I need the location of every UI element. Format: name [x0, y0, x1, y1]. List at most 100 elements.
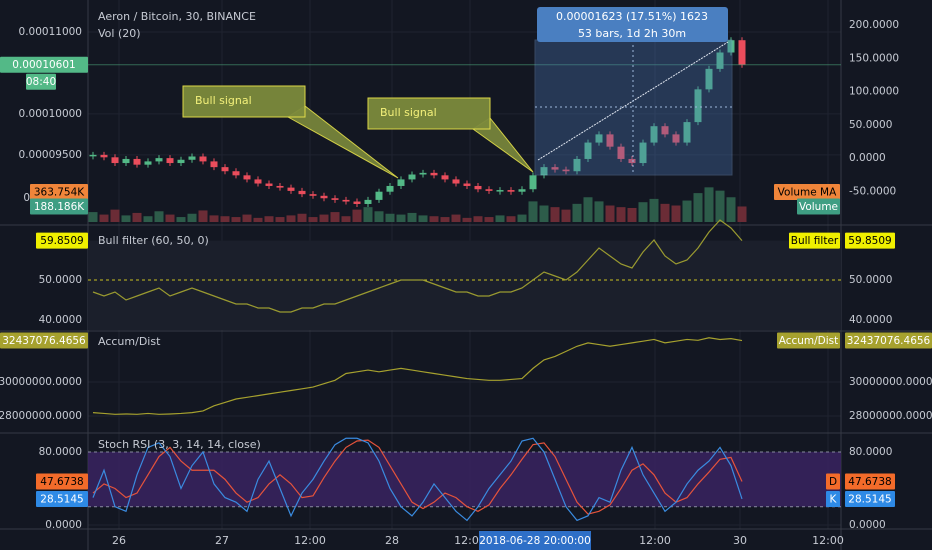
candle	[133, 158, 141, 165]
accum-name-text: Accum/Dist	[779, 335, 839, 347]
volume-bar	[308, 217, 318, 222]
accum-line	[92, 337, 743, 415]
volume-bar	[242, 214, 252, 222]
candle	[375, 191, 383, 200]
volume-bar	[429, 216, 439, 222]
candle	[419, 172, 427, 175]
candle	[727, 40, 735, 53]
candle	[694, 89, 702, 123]
candle	[298, 190, 306, 195]
bull-filter-line	[92, 219, 743, 313]
filter-tag-text: 59.8509	[848, 235, 891, 247]
tick-label: 30000000.0000	[849, 376, 932, 388]
volume-bar	[396, 214, 406, 222]
stoch-d-name	[826, 473, 840, 490]
stoch-d-tag-text: 47.6738	[40, 476, 83, 488]
volume-bar	[660, 203, 670, 222]
time-label: 12:00	[639, 534, 671, 547]
callout-box	[182, 85, 306, 118]
volume-bar	[121, 215, 131, 222]
candle	[353, 201, 361, 204]
callout-text: Bull signal	[380, 106, 437, 119]
volume-bar	[451, 214, 461, 222]
candle	[562, 169, 570, 172]
candle	[617, 146, 625, 159]
candle	[342, 199, 350, 202]
pane-title: Bull filter (60, 50, 0)	[98, 234, 209, 247]
measure-box	[534, 39, 733, 176]
volume-bar	[550, 207, 560, 222]
volume-bar	[385, 213, 395, 222]
stoch-d-name-text: D	[829, 476, 837, 488]
tick-label: 80.0000	[849, 446, 892, 458]
tick-label: 80.0000	[39, 446, 82, 458]
candle	[144, 161, 152, 165]
volume-bar	[176, 217, 186, 222]
candle	[89, 154, 97, 157]
candle	[551, 167, 559, 170]
stoch-k-name-text: K	[830, 493, 838, 505]
pane-title: Accum/Dist	[98, 335, 161, 348]
candle	[122, 158, 130, 164]
volume-bar	[407, 212, 417, 222]
volume-bar	[462, 217, 472, 222]
stoch-k-name	[826, 490, 840, 507]
candle	[672, 134, 680, 143]
candle	[408, 174, 416, 180]
volume-bar	[132, 212, 142, 222]
candle	[397, 179, 405, 186]
tick-label: 40.0000	[39, 314, 82, 326]
tick-label: 40.0000	[849, 314, 892, 326]
candle	[386, 185, 394, 192]
volume-bar	[693, 193, 703, 222]
candle	[199, 156, 207, 162]
tick-label: 28000000.0000	[0, 410, 82, 422]
candle	[287, 187, 295, 191]
accum-tag-text: 32437076.4656	[2, 335, 86, 347]
volume-bar	[143, 216, 153, 222]
volume-bar	[187, 213, 197, 222]
stoch-d-tag	[845, 473, 895, 490]
marks: 26 27 12:00 28 12:00 12:00 30 12:00 0.00011000 0.…	[0, 7, 932, 550]
tick-label: 0.0000	[849, 519, 886, 531]
candle	[276, 185, 284, 188]
candle	[232, 171, 240, 176]
filter-name	[789, 232, 840, 249]
price-tag-text: 0.00010601	[12, 59, 75, 71]
stoch-k-tag	[36, 490, 88, 507]
candle	[100, 154, 108, 158]
volume-bar	[165, 214, 175, 222]
candle	[540, 167, 548, 176]
price-tick-label: 0.00011000	[19, 26, 82, 38]
callout-box	[367, 97, 491, 130]
candle	[650, 126, 658, 143]
candle	[309, 194, 317, 196]
candle	[606, 134, 614, 147]
stoch-d-tag	[36, 473, 88, 490]
tick-label: 30000000.0000	[0, 376, 82, 388]
volume-bar	[110, 209, 120, 222]
tick-label: 0.0000	[45, 519, 82, 531]
volume-bar	[154, 211, 164, 222]
candle	[177, 159, 185, 164]
volume-bar	[418, 215, 428, 222]
crosshair-tag	[479, 531, 591, 550]
filter-tag	[845, 232, 895, 249]
tick-label: 50.0000	[39, 274, 82, 286]
price-tag	[0, 56, 88, 73]
volume-tag	[30, 198, 88, 215]
accum-tag	[0, 332, 88, 349]
volume-bar	[297, 213, 307, 222]
candle	[430, 172, 438, 176]
volume-bar	[99, 214, 109, 222]
candle	[166, 158, 174, 164]
price-tick-label: 0.00010000	[19, 108, 82, 120]
percent-tick-label: -50.0000	[849, 185, 896, 197]
time-label: 26	[112, 534, 126, 547]
candle	[573, 158, 581, 172]
candle	[254, 179, 262, 184]
volume-bar	[704, 187, 714, 222]
stoch-k-tag-text: 28.5145	[40, 493, 83, 505]
volume-bar	[649, 198, 659, 222]
